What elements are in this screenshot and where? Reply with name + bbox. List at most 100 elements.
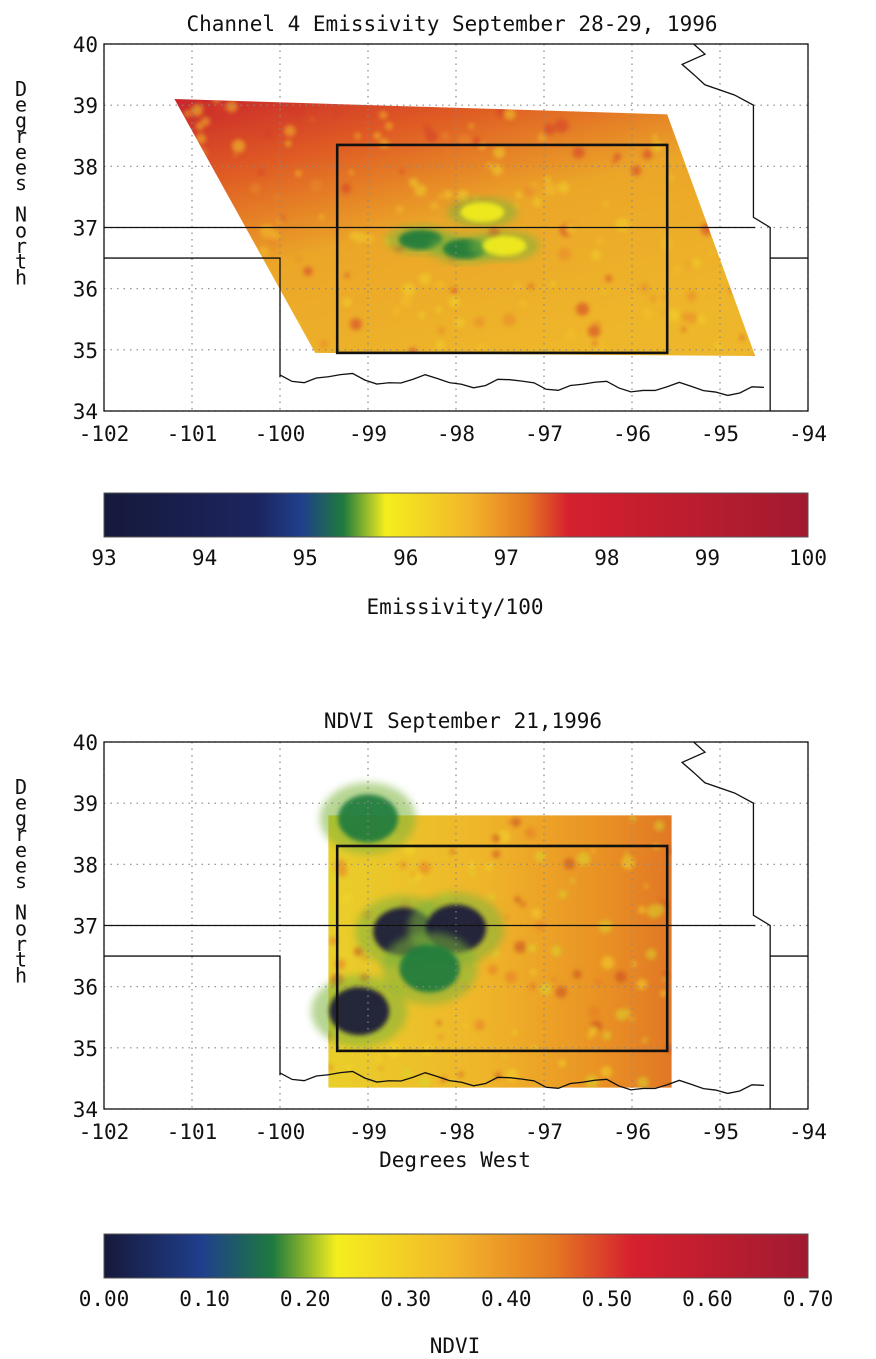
- y-axis-label-char: e: [15, 791, 27, 815]
- y-axis-label-char: h: [15, 265, 27, 289]
- y-tick-label: 34: [73, 1098, 98, 1122]
- x-tick-label: -96: [613, 422, 651, 446]
- colorbar-tick-label: 93: [91, 546, 116, 570]
- x-tick-label: -94: [789, 1120, 827, 1144]
- y-axis-label-char: s: [15, 171, 27, 195]
- eastern-state-border: [680, 741, 771, 1109]
- x-tick-label: -94: [789, 422, 827, 446]
- y-tick-label: 36: [73, 976, 98, 1000]
- y-tick-label: 40: [73, 731, 98, 755]
- y-axis-label-char: o: [15, 916, 27, 940]
- colorbar-label: NDVI: [430, 1334, 481, 1358]
- y-tick-label: 35: [73, 1037, 98, 1061]
- colorbar-tick-label: 0.70: [783, 1287, 834, 1311]
- study-area-box: [335, 844, 669, 1053]
- plot-frame: [103, 741, 809, 1110]
- y-tick-label: 36: [73, 278, 98, 302]
- x-tick-label: -97: [525, 422, 563, 446]
- colorbar-tick-label: 0.20: [280, 1287, 331, 1311]
- x-tick-label: -95: [701, 1120, 739, 1144]
- y-axis-label-char: r: [15, 124, 27, 148]
- x-tick-label: -102: [79, 422, 130, 446]
- y-axis-label-char: N: [15, 203, 27, 227]
- oklahoma-panhandle-border: [104, 257, 281, 378]
- red-river-border: [279, 1070, 765, 1095]
- y-axis-label-char: g: [15, 108, 27, 132]
- y-axis-label-char: o: [15, 218, 27, 242]
- x-tick-label: -96: [613, 1120, 651, 1144]
- red-river-border: [279, 372, 765, 397]
- x-tick-label: -97: [525, 1120, 563, 1144]
- colorbar-tick-label: 0.10: [179, 1287, 230, 1311]
- y-axis-label-char: t: [15, 948, 27, 972]
- colorbar-tick-label: 0.40: [481, 1287, 532, 1311]
- y-axis-label-char: r: [15, 234, 27, 258]
- colorbar-tick-label: 100: [789, 546, 827, 570]
- x-tick-label: -99: [349, 422, 387, 446]
- y-axis-label-char: g: [15, 806, 27, 830]
- y-axis-label-char: D: [15, 775, 27, 799]
- colorbar-tick-label: 0.50: [582, 1287, 633, 1311]
- y-tick-label: 39: [73, 94, 98, 118]
- eastern-state-border: [680, 43, 771, 411]
- colorbar-tick-label: 99: [695, 546, 720, 570]
- y-tick-label: 38: [73, 853, 98, 877]
- y-axis-label-char: e: [15, 93, 27, 117]
- state-boundaries: [104, 43, 808, 411]
- x-tick-label: -98: [437, 422, 475, 446]
- data-patch: [460, 202, 505, 223]
- colorbar-tick-label: 95: [292, 546, 317, 570]
- data-patch: [329, 987, 390, 1036]
- x-tick-label: -98: [437, 1120, 475, 1144]
- y-tick-label: 39: [73, 792, 98, 816]
- x-axis-label: Degrees West: [379, 1148, 531, 1172]
- colorbar-tick-label: 0.30: [380, 1287, 431, 1311]
- y-tick-label: 34: [73, 400, 98, 424]
- x-tick-label: -101: [167, 1120, 218, 1144]
- emissivity-panel: Channel 4 Emissivity September 28-29, 19…: [15, 12, 827, 619]
- colorbar-tick-label: 96: [393, 546, 418, 570]
- colorbar-tick-label: 0.60: [682, 1287, 733, 1311]
- y-axis-label-char: e: [15, 156, 27, 180]
- data-patch: [338, 794, 398, 843]
- colorbar-label: Emissivity/100: [366, 595, 543, 619]
- y-tick-label: 38: [73, 155, 98, 179]
- y-axis-label-char: e: [15, 838, 27, 862]
- state-boundaries: [104, 741, 808, 1109]
- plot-frame: [103, 43, 809, 412]
- colorbar-tick-label: 94: [192, 546, 217, 570]
- ndvi-panel: NDVI September 21,1996 -102 -101 -100 -99 -98…: [15, 709, 833, 1358]
- y-axis-label-char: N: [15, 901, 27, 925]
- y-axis-label-char: e: [15, 140, 27, 164]
- x-tick-label: -99: [349, 1120, 387, 1144]
- y-tick-label: 37: [73, 915, 98, 939]
- data-patch: [482, 235, 527, 256]
- x-tick-label: -102: [79, 1120, 130, 1144]
- y-axis-label-char: r: [15, 822, 27, 846]
- y-axis-label-char: t: [15, 250, 27, 274]
- y-tick-label: 35: [73, 339, 98, 363]
- y-axis-label-char: e: [15, 854, 27, 878]
- chart-title: NDVI September 21,1996: [324, 709, 602, 733]
- data-patch: [399, 944, 460, 993]
- colorbar-tick-label: 0.00: [79, 1287, 130, 1311]
- x-tick-label: -95: [701, 422, 739, 446]
- y-axis-label-char: D: [15, 77, 27, 101]
- colorbar-tick-label: 98: [594, 546, 619, 570]
- x-tick-label: -101: [167, 422, 218, 446]
- colorbar-tick-label: 97: [494, 546, 519, 570]
- oklahoma-panhandle-border: [104, 955, 281, 1076]
- study-area-box: [335, 143, 669, 355]
- y-axis-label-char: r: [15, 932, 27, 956]
- y-tick-label: 37: [73, 217, 98, 241]
- y-axis-label-char: s: [15, 869, 27, 893]
- y-tick-label: 40: [73, 33, 98, 57]
- colorbar: [103, 1233, 809, 1279]
- y-axis-label-char: h: [15, 963, 27, 987]
- x-tick-label: -100: [255, 1120, 306, 1144]
- colorbar: [103, 492, 809, 538]
- chart-title: Channel 4 Emissivity September 28-29, 19…: [186, 12, 717, 36]
